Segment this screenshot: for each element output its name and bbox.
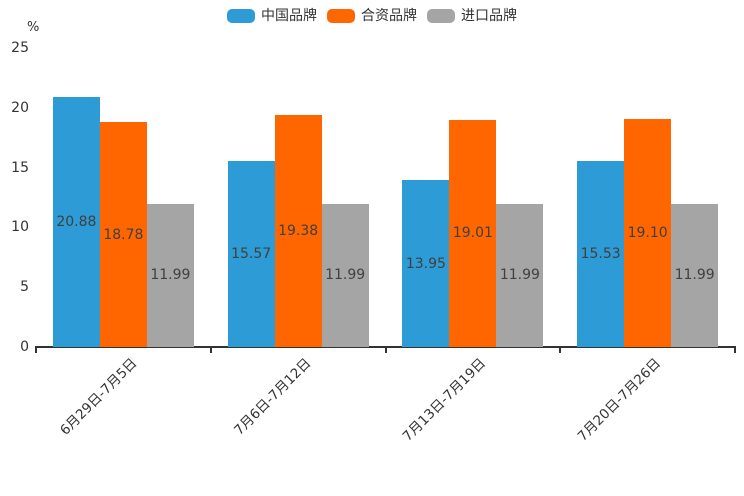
bar-value-label: 18.78 [103, 226, 144, 243]
y-axis-tick-label: 25 [11, 40, 29, 56]
bar-value-label: 19.10 [627, 224, 668, 241]
legend-item-0[interactable]: 中国品牌 [227, 9, 317, 23]
bar-value-label: 11.99 [325, 267, 366, 284]
bar-series1-cat1 [274, 115, 322, 347]
x-axis-tick [559, 348, 562, 353]
legend-label: 中国品牌 [261, 8, 317, 24]
bar-series2-cat2 [496, 203, 544, 347]
bar-series1-cat2 [449, 119, 497, 347]
x-axis-tick [734, 348, 736, 353]
y-axis-tick-label: 5 [20, 279, 29, 296]
y-axis-tick-label: 20 [11, 99, 29, 116]
x-axis-tick [209, 348, 212, 353]
bar-series0-cat3 [577, 161, 625, 347]
bar-value-label: 19.01 [452, 225, 493, 242]
bar-value-label: 11.99 [674, 267, 715, 284]
bar-series0-cat2 [402, 180, 450, 347]
legend-label: 合资品牌 [361, 8, 417, 24]
bar-series2-cat3 [671, 203, 719, 347]
legend-swatch-icon [327, 9, 355, 23]
bar-series2-cat0 [146, 203, 194, 347]
bar-value-label: 11.99 [499, 267, 540, 284]
x-axis-line [35, 346, 736, 348]
legend-label: 进口品牌 [461, 8, 517, 24]
y-axis-tick-label: 10 [11, 219, 29, 236]
bar-value-label: 15.57 [231, 245, 272, 262]
bar-value-label: 15.53 [580, 246, 621, 263]
x-axis-tick [384, 348, 387, 353]
y-axis-tick-label: 15 [11, 159, 29, 176]
x-axis-category-label: 7月13日-7月19日 [400, 355, 490, 445]
y-axis-tick-label: 0 [20, 339, 29, 355]
legend: 中国品牌 合资品牌 进口品牌 [0, 9, 744, 23]
x-axis-category-label: 7月20日-7月26日 [574, 355, 665, 445]
legend-item-1[interactable]: 合资品牌 [327, 9, 417, 23]
x-axis-tick [35, 348, 37, 353]
bar-series0-cat0 [52, 97, 100, 347]
x-axis-category-label: 7月6日-7月12日 [231, 355, 315, 439]
y-axis-unit-label: % [27, 20, 40, 35]
bar-series2-cat1 [321, 203, 369, 347]
legend-item-2[interactable]: 进口品牌 [427, 9, 517, 23]
bar-series1-cat0 [99, 122, 147, 347]
legend-swatch-icon [427, 9, 455, 23]
bar-series1-cat3 [624, 118, 672, 347]
x-axis-category-label: 6月29日-7月5日 [56, 355, 140, 439]
bar-value-label: 20.88 [56, 214, 97, 231]
bar-value-label: 13.95 [405, 255, 446, 272]
bar-series0-cat1 [227, 160, 275, 347]
bar-value-label: 19.38 [278, 223, 319, 240]
bar-value-label: 11.99 [150, 267, 191, 284]
legend-swatch-icon [227, 9, 255, 23]
